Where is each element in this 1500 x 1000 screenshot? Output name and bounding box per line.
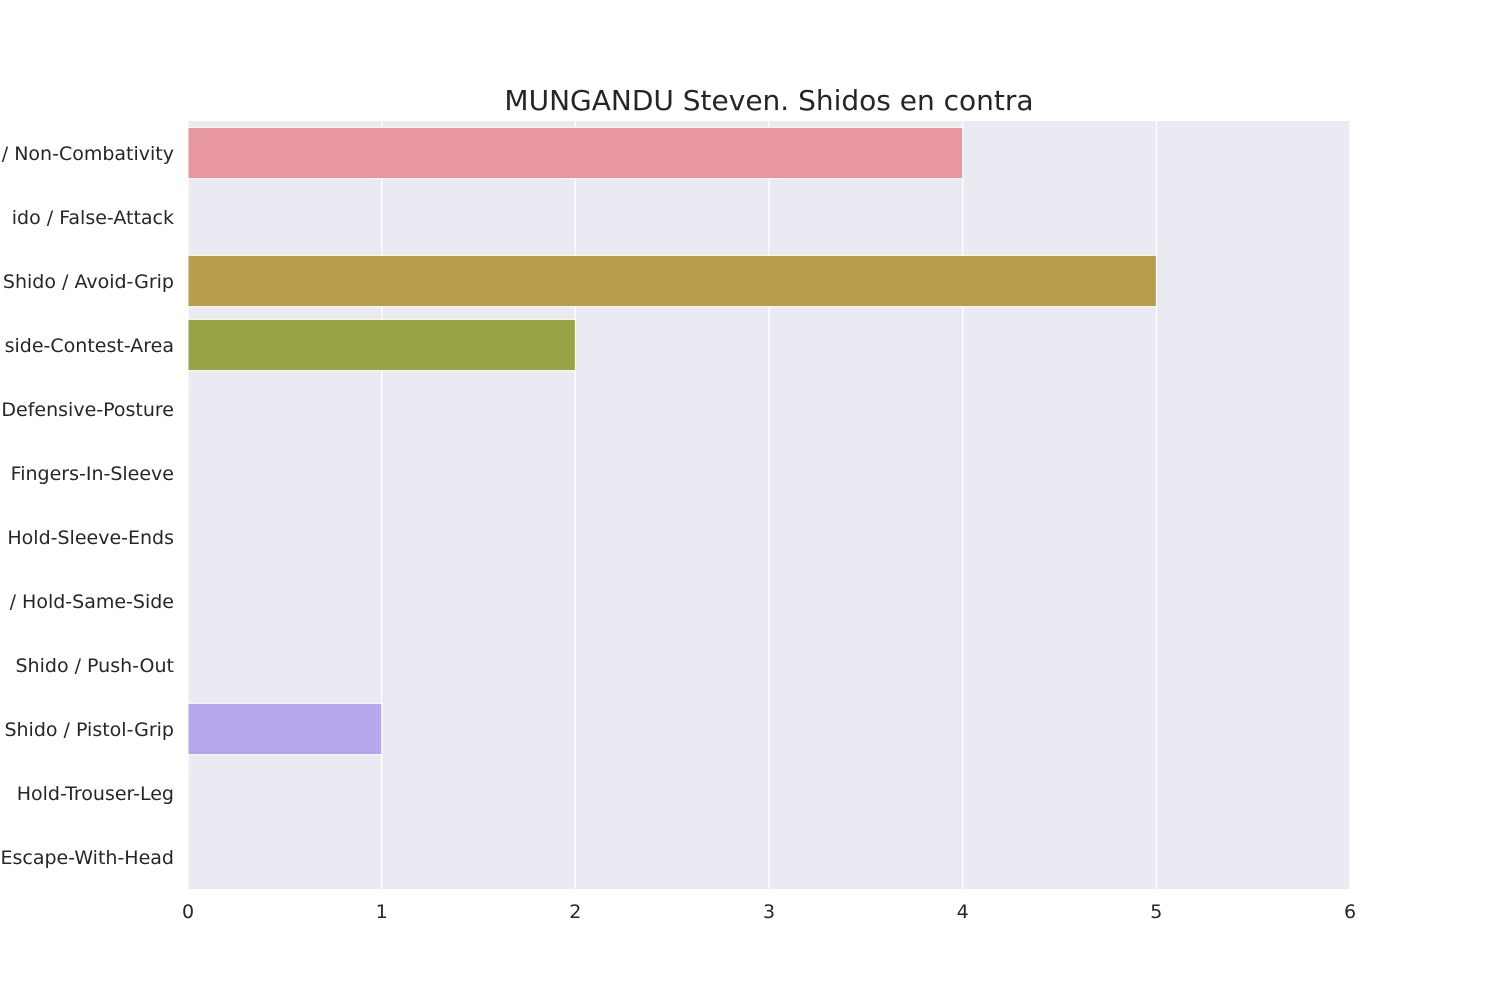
y-tick-label: / Non-Combativity [2, 143, 174, 165]
bars [187, 126, 1157, 756]
bar [187, 126, 964, 180]
y-tick-label: Shido / Push-Out [16, 655, 175, 677]
y-tick-label: Hold-Trouser-Leg [17, 783, 174, 805]
y-tick-label: Escape-With-Head [0, 847, 174, 869]
y-tick-label: Hold-Sleeve-Ends [7, 527, 174, 549]
y-tick-label: Fingers-In-Sleeve [11, 463, 174, 485]
y-tick-label: side-Contest-Area [5, 335, 174, 357]
x-tick-label: 4 [957, 901, 969, 923]
y-tick-label: / Hold-Same-Side [10, 591, 174, 613]
x-tick-label: 3 [763, 901, 775, 923]
y-tick-label: Shido / Pistol-Grip [4, 719, 174, 741]
y-tick-label: Shido / Avoid-Grip [3, 271, 174, 293]
y-tick-label: Defensive-Posture [1, 399, 174, 421]
x-tick-label: 6 [1344, 901, 1356, 923]
x-tick-label: 0 [182, 901, 194, 923]
bar [187, 702, 383, 756]
chart-title: MUNGANDU Steven. Shidos en contra [504, 84, 1034, 117]
x-tick-labels: 0 1 2 3 4 5 6 [182, 901, 1356, 923]
bar [187, 254, 1157, 308]
y-tick-label: ido / False-Attack [12, 207, 174, 229]
grid-lines [187, 121, 1351, 889]
x-tick-label: 1 [376, 901, 388, 923]
bar [187, 318, 576, 372]
x-tick-label: 5 [1150, 901, 1162, 923]
x-tick-label: 2 [569, 901, 581, 923]
y-tick-labels: / Non-Combativity ido / False-Attack Shido… [0, 143, 174, 869]
